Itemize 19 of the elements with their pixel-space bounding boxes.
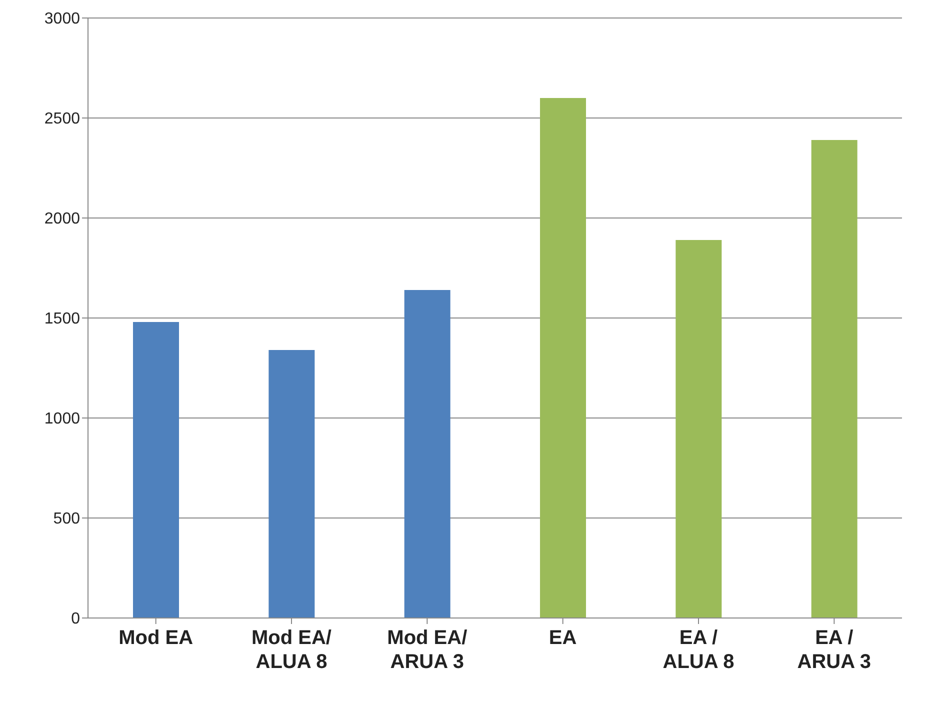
y-tick-label: 500 [53, 510, 80, 528]
x-tick-label: Mod EA/ ALUA 8 [252, 627, 332, 673]
x-tick-label: EA / ARUA 3 [797, 627, 872, 673]
bar [404, 290, 450, 618]
bar [676, 240, 722, 618]
bar [811, 140, 858, 618]
bar [133, 322, 179, 618]
y-tick-label: 0 [71, 610, 80, 628]
x-tick-label: EA [548, 627, 577, 649]
y-tick-label: 2500 [44, 110, 80, 128]
x-tick-label: Mod EA [118, 627, 194, 649]
y-tick-label: 2000 [44, 210, 80, 228]
x-tick-label: Mod EA/ ARUA 3 [387, 627, 468, 673]
y-tick-label: 1500 [44, 310, 80, 328]
x-tick-label: EA / ALUA 8 [662, 627, 734, 673]
bar [540, 98, 586, 618]
y-tick-label: 1000 [44, 410, 80, 428]
y-tick-label: 3000 [44, 10, 80, 28]
bar [268, 350, 315, 618]
